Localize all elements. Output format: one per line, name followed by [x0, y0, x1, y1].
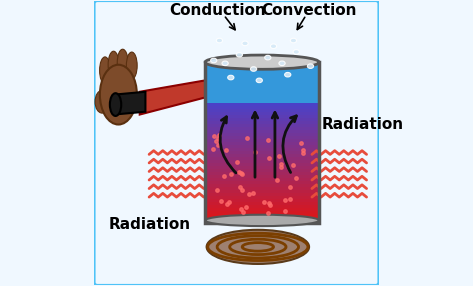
Bar	[205, 159, 319, 163]
Ellipse shape	[242, 41, 248, 46]
Bar	[205, 153, 319, 157]
Bar	[205, 138, 319, 142]
Polygon shape	[140, 80, 205, 114]
Bar	[205, 120, 319, 124]
Ellipse shape	[95, 90, 109, 113]
Ellipse shape	[216, 38, 223, 43]
Bar	[205, 216, 319, 220]
Polygon shape	[114, 92, 145, 114]
Bar	[205, 198, 319, 202]
Bar	[205, 132, 319, 136]
Bar	[205, 142, 319, 145]
Ellipse shape	[110, 93, 121, 116]
Ellipse shape	[285, 72, 291, 77]
Bar	[205, 165, 319, 169]
Bar	[205, 195, 319, 199]
Bar	[205, 213, 319, 217]
Ellipse shape	[265, 55, 271, 60]
Ellipse shape	[228, 75, 234, 80]
Ellipse shape	[205, 55, 319, 69]
Bar	[205, 112, 319, 115]
Bar	[205, 147, 319, 151]
Ellipse shape	[126, 52, 137, 79]
Ellipse shape	[271, 44, 277, 49]
Bar	[205, 189, 319, 193]
Bar	[205, 114, 319, 118]
Bar	[205, 130, 319, 133]
Bar	[205, 118, 319, 121]
Bar	[205, 204, 319, 208]
Ellipse shape	[100, 57, 110, 84]
Bar	[205, 207, 319, 211]
Bar	[205, 171, 319, 175]
Text: Conduction: Conduction	[170, 3, 266, 18]
Ellipse shape	[256, 78, 263, 83]
Bar	[205, 180, 319, 184]
Ellipse shape	[108, 51, 119, 78]
Bar	[205, 62, 319, 223]
Bar	[205, 174, 319, 178]
Ellipse shape	[250, 67, 257, 71]
Bar	[205, 156, 319, 160]
Ellipse shape	[100, 65, 137, 124]
Bar	[205, 219, 319, 223]
Ellipse shape	[210, 58, 217, 63]
Ellipse shape	[307, 64, 314, 68]
Text: Radiation: Radiation	[322, 117, 404, 132]
Bar	[205, 109, 319, 112]
Bar	[205, 124, 319, 127]
Ellipse shape	[207, 230, 309, 264]
Text: Convection: Convection	[261, 3, 357, 18]
Bar	[205, 106, 319, 109]
Ellipse shape	[117, 49, 128, 76]
Bar	[205, 177, 319, 181]
Text: Radiation: Radiation	[109, 217, 191, 232]
Ellipse shape	[290, 38, 297, 43]
Ellipse shape	[205, 215, 319, 226]
Bar	[205, 210, 319, 214]
Bar	[205, 136, 319, 139]
Bar	[205, 103, 319, 106]
Bar	[205, 201, 319, 205]
Bar	[205, 162, 319, 166]
Ellipse shape	[279, 61, 285, 65]
Bar	[205, 192, 319, 196]
Ellipse shape	[293, 50, 299, 54]
Bar	[205, 186, 319, 190]
Bar	[205, 168, 319, 172]
Bar	[205, 126, 319, 130]
Bar	[205, 62, 319, 103]
Bar	[205, 183, 319, 187]
Bar	[205, 144, 319, 148]
Ellipse shape	[222, 61, 228, 65]
FancyBboxPatch shape	[94, 1, 379, 285]
Bar	[205, 150, 319, 154]
Ellipse shape	[236, 53, 243, 57]
